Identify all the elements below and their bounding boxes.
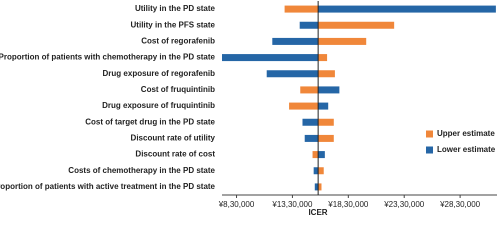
x-tick-label: ¥28,30,000: [439, 200, 481, 209]
category-label: Drug exposure of regorafenib: [103, 69, 216, 78]
category-label: Cost of fruquintinib: [141, 85, 215, 94]
category-label: Costs of chemotherapy in the PD state: [68, 166, 215, 175]
category-label: Proportion of patients with active treat…: [0, 182, 216, 191]
bar: [318, 183, 322, 191]
category-label: Drug exposure of fruquintinib: [102, 101, 215, 110]
bar: [318, 21, 395, 29]
bar: [314, 183, 319, 191]
x-tick-label: ¥18,30,000: [327, 200, 369, 209]
bar: [299, 21, 319, 29]
category-label: Discount rate of cost: [135, 150, 215, 159]
bar: [272, 37, 319, 45]
x-axis-label: ICER: [308, 208, 327, 217]
bar: [318, 102, 329, 110]
bar: [318, 86, 340, 94]
bar: [318, 134, 334, 142]
category-label: Proportion of patients with chemotherapy…: [0, 53, 216, 62]
bar: [289, 102, 319, 110]
bar: [312, 151, 319, 159]
bar: [302, 118, 319, 126]
legend-swatch: [426, 130, 433, 138]
category-label: Discount rate of utility: [131, 134, 216, 143]
bar: [318, 37, 367, 45]
chart: ICER ¥8,30,000 ¥13,30,000 ¥18,30,000 ¥23,30…: [0, 1, 497, 217]
bar: [318, 167, 324, 175]
bar: [266, 70, 319, 78]
category-label: Cost of target drug in the PD state: [85, 117, 215, 126]
category-label: Cost of regorafenib: [141, 37, 215, 46]
legend-label: Upper estimate: [437, 129, 495, 138]
x-tick-label: ¥13,30,000: [271, 200, 313, 209]
bar: [318, 70, 335, 78]
legend-swatch: [426, 146, 433, 154]
bar: [313, 167, 319, 175]
bar: [318, 5, 496, 13]
bar: [318, 118, 334, 126]
bar: [318, 54, 328, 62]
bar: [300, 86, 319, 94]
category-label: Utility in the PFS state: [131, 20, 216, 29]
legend-label: Lower estimate: [437, 145, 496, 154]
bar: [222, 54, 319, 62]
bar: [284, 5, 319, 13]
bar: [304, 134, 319, 142]
category-label: Utility in the PD state: [135, 4, 216, 13]
x-tick-label: ¥8,30,000: [218, 200, 255, 209]
x-tick-label: ¥23,30,000: [383, 200, 425, 209]
bar: [318, 151, 325, 159]
